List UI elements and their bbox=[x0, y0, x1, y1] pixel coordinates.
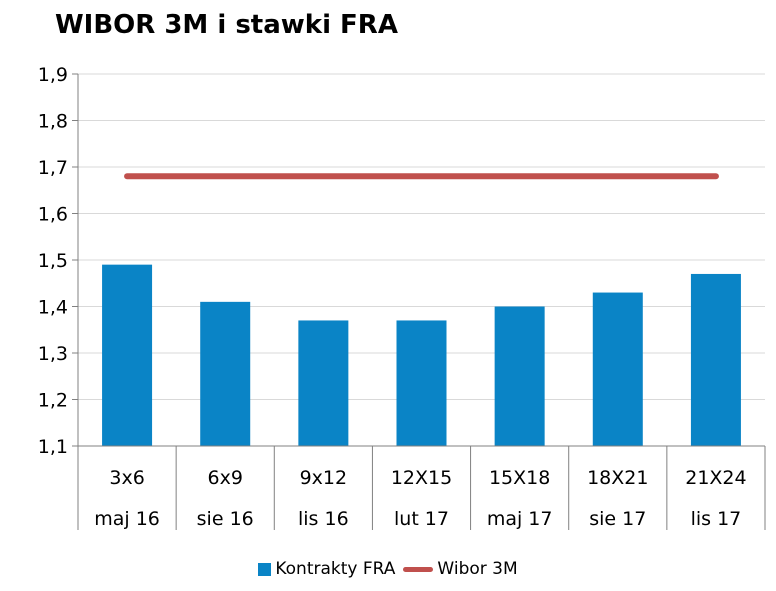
bars-kontrakty-fra bbox=[102, 264, 741, 446]
y-tick-label: 1,9 bbox=[38, 64, 68, 86]
x-subcategory-label: lis 17 bbox=[691, 508, 742, 530]
y-tick-label: 1,5 bbox=[38, 250, 68, 272]
x-category-label: 9x12 bbox=[300, 467, 348, 489]
legend-item-kontrakty-fra: Kontrakty FRA bbox=[258, 559, 395, 579]
y-axis-tick-labels: 1,9 1,8 1,7 1,6 1,5 1,4 1,3 1,2 1,1 bbox=[38, 64, 68, 458]
legend-item-wibor-3m: Wibor 3M bbox=[403, 559, 518, 579]
legend-bar-swatch bbox=[258, 562, 272, 576]
y-tick-label: 1,7 bbox=[38, 157, 68, 179]
bar bbox=[592, 292, 643, 446]
y-tick-label: 1,2 bbox=[38, 390, 68, 412]
x-subcategory-label: lut 17 bbox=[394, 508, 449, 530]
y-tick-label: 1,6 bbox=[38, 204, 68, 226]
x-category-label: 6x9 bbox=[208, 467, 243, 489]
bar bbox=[298, 320, 349, 446]
y-tick-label: 1,3 bbox=[38, 343, 68, 365]
bar bbox=[494, 306, 545, 446]
bar bbox=[690, 273, 741, 446]
bar bbox=[102, 264, 153, 446]
y-tick-label: 1,1 bbox=[38, 436, 68, 458]
x-category-label: 12X15 bbox=[391, 467, 452, 489]
x-category-label: 18X21 bbox=[587, 467, 648, 489]
legend-label-bars: Kontrakty FRA bbox=[275, 559, 396, 579]
chart-title: WIBOR 3M i stawki FRA bbox=[55, 10, 398, 40]
legend: Kontrakty FRA Wibor 3M bbox=[0, 559, 776, 579]
x-axis-category-labels: 3x6 maj 16 6x9 sie 16 9x12 lis 16 12X15 lut 17 1… bbox=[94, 467, 746, 530]
x-category-label: 21X24 bbox=[685, 467, 746, 489]
x-category-label: 3x6 bbox=[109, 467, 144, 489]
x-subcategory-label: maj 17 bbox=[487, 508, 553, 530]
y-tick-label: 1,4 bbox=[38, 297, 68, 319]
x-subcategory-label: sie 16 bbox=[197, 508, 254, 530]
axes bbox=[77, 74, 766, 530]
y-tick-label: 1,8 bbox=[38, 111, 68, 133]
x-subcategory-label: lis 16 bbox=[298, 508, 349, 530]
legend-line-swatch bbox=[403, 566, 434, 572]
x-category-label: 15X18 bbox=[489, 467, 550, 489]
x-subcategory-label: sie 17 bbox=[589, 508, 646, 530]
bar bbox=[396, 320, 447, 446]
bar bbox=[200, 301, 251, 446]
x-subcategory-label: maj 16 bbox=[94, 508, 160, 530]
legend-label-line: Wibor 3M bbox=[437, 559, 518, 579]
